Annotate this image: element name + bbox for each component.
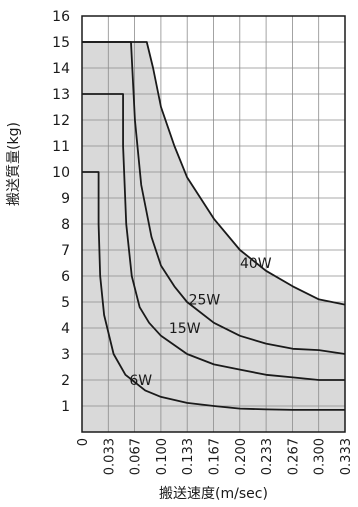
x-tick-label: 0.067 [129, 438, 144, 475]
x-tick-label: 0.300 [313, 438, 328, 475]
x-tick-label: 0.267 [286, 438, 301, 475]
x-tick-label: 0.100 [155, 438, 170, 475]
series-lines [82, 41, 346, 411]
y-tick-label: 10 [52, 165, 70, 181]
series-line-15w [82, 93, 345, 381]
series-line-40w [82, 41, 346, 306]
x-tick-label: 0.133 [181, 438, 196, 475]
y-tick-label: 5 [61, 295, 70, 311]
x-tick-label: 0 [76, 438, 91, 446]
x-tick-label: 0.167 [208, 438, 223, 475]
x-tick-label: 0.233 [260, 438, 275, 475]
x-tick-label: 0.033 [102, 438, 117, 475]
y-tick-label: 6 [61, 269, 70, 285]
x-tick-label: 0.200 [234, 438, 249, 475]
y-tick-label: 14 [52, 61, 70, 77]
x-axis-title: 搬送速度(m/sec) [159, 486, 268, 502]
series-label-15w: 15W [169, 321, 201, 337]
y-tick-label: 16 [52, 9, 70, 25]
y-axis-title: 搬送質量(kg) [6, 122, 22, 206]
y-tick-label: 3 [61, 347, 70, 363]
y-tick-label: 4 [61, 321, 70, 337]
x-tick-labels: 0 0.033 0.067 0.100 0.133 0.167 0.200 0.233 0.26… [76, 438, 354, 475]
series-line-6w [82, 171, 345, 411]
y-tick-label: 8 [61, 217, 70, 233]
y-tick-label: 2 [61, 373, 70, 389]
series-label-6w: 6W [129, 373, 152, 389]
y-tick-label: 11 [52, 139, 70, 155]
y-tick-label: 13 [52, 87, 70, 103]
series-label-25w: 25W [189, 293, 221, 309]
series-labels: 40W 25W 15W 6W [129, 256, 271, 389]
y-tick-label: 9 [61, 191, 70, 207]
x-tick-label: 0.333 [339, 438, 354, 475]
series-line-25w [82, 41, 346, 355]
plot-frame [81, 15, 346, 433]
y-tick-label: 15 [52, 35, 70, 51]
y-tick-label: 12 [52, 113, 70, 129]
y-tick-label: 7 [61, 243, 70, 259]
series-label-40w: 40W [240, 256, 272, 272]
y-tick-label: 1 [61, 399, 70, 415]
